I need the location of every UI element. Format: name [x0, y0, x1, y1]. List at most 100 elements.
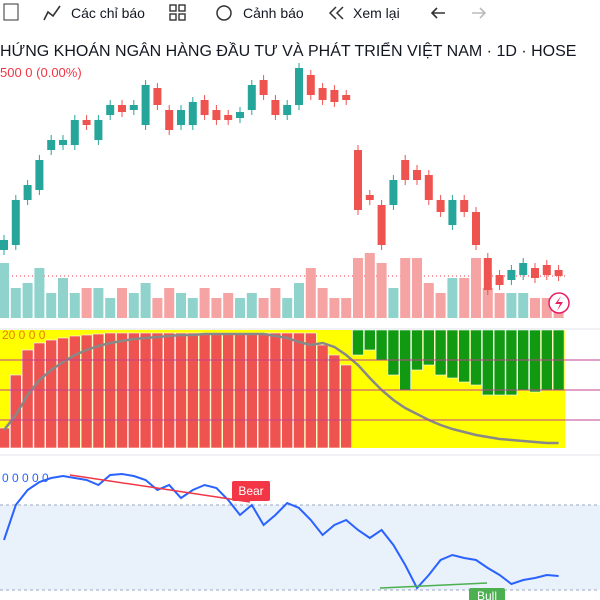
candle-body: [413, 170, 421, 180]
indicators-button[interactable]: Các chỉ báo: [71, 5, 145, 21]
volume-bar: [282, 298, 293, 318]
candle-body: [495, 275, 504, 285]
volume-bar: [10, 288, 21, 318]
replay-icon: [328, 6, 344, 20]
trend-bar: [10, 374, 22, 449]
trend-bar: [0, 427, 10, 449]
candle-body: [330, 90, 339, 102]
volume-bar: [258, 298, 269, 318]
candle-body: [129, 105, 138, 110]
volume-bar: [317, 288, 328, 318]
replay-button[interactable]: Xem lại: [353, 5, 400, 21]
candle-body: [141, 85, 150, 125]
alerts-button[interactable]: Cảnh báo: [243, 5, 304, 21]
volume-bar: [412, 258, 422, 318]
volume-bar: [423, 283, 434, 318]
trend-bar: [352, 329, 364, 356]
oscillator-line: [3, 472, 559, 590]
trend-bar: [422, 329, 435, 366]
icon: [3, 3, 19, 21]
candle-body: [271, 100, 280, 115]
bear-label: Bear: [238, 484, 263, 498]
volume-bar: [400, 258, 411, 318]
candle-body: [283, 105, 292, 115]
trend-bar: [69, 335, 81, 449]
trend-bar: [340, 364, 353, 449]
trend-bar: [458, 329, 471, 383]
trend-bar: [529, 329, 541, 393]
trend-bar: [434, 329, 447, 376]
candle-body: [224, 115, 233, 120]
candle-body: [424, 175, 433, 200]
volume-bar: [494, 293, 505, 318]
trend-line: [3, 332, 559, 445]
volume-bar: [46, 293, 57, 318]
candle-body: [0, 240, 8, 250]
layout-icon[interactable]: [169, 4, 186, 21]
candle-body: [306, 75, 315, 95]
trend-bar: [470, 329, 482, 386]
trend-bar: [45, 339, 58, 449]
candle-body: [448, 200, 457, 225]
candle-body: [200, 100, 209, 115]
lightning-icon: [555, 296, 563, 311]
volume-bar: [376, 263, 387, 318]
candle-body: [483, 258, 492, 290]
candle-body: [436, 200, 445, 212]
volume-bar: [105, 298, 116, 318]
candle-body: [11, 200, 20, 245]
candle-body: [259, 80, 268, 95]
trend-bar: [375, 329, 388, 361]
candle-body: [82, 120, 91, 125]
candle-body: [460, 200, 469, 212]
volume-bar: [246, 293, 257, 318]
volume-bar: [117, 288, 127, 318]
volume-bar: [199, 288, 210, 318]
trend-bar: [80, 334, 93, 449]
candle-body: [165, 110, 174, 130]
volume-bar: [187, 298, 198, 318]
trend-bar: [505, 329, 518, 396]
candle-body: [118, 105, 126, 112]
candle-body: [507, 270, 516, 280]
candle-body: [177, 110, 185, 125]
volume-bar: [128, 293, 139, 318]
bull-tag: [469, 588, 505, 600]
candle-body: [342, 95, 351, 100]
candle-body: [188, 102, 197, 125]
volume-bar: [530, 298, 540, 318]
trend-bar: [481, 329, 494, 396]
volume-bar: [22, 283, 33, 318]
candle-body: [35, 160, 44, 190]
candle-body: [295, 68, 303, 105]
volume-bar: [305, 268, 316, 318]
candle-body: [401, 160, 410, 180]
trend-bar: [411, 329, 423, 371]
volume-bar: [0, 263, 9, 318]
candle-body: [94, 120, 103, 140]
redo-button[interactable]: [472, 7, 487, 19]
trend-bar: [328, 354, 341, 449]
volume-bar: [34, 268, 45, 318]
trend-bar: [493, 329, 506, 396]
volume-bar: [506, 293, 517, 318]
volume-bar: [329, 298, 340, 318]
volume-bar: [81, 288, 92, 318]
volume-bar: [341, 298, 352, 318]
candle-body: [531, 268, 539, 278]
volume-bar: [176, 293, 186, 318]
candle-body: [354, 150, 362, 210]
volume-bar: [211, 298, 222, 318]
volume-bar: [270, 288, 281, 318]
candle-body: [318, 88, 327, 100]
trend-bar: [92, 333, 105, 449]
indicator-levels: [0, 359, 600, 421]
volume-bar: [364, 253, 375, 318]
volume-bar: [388, 288, 399, 318]
candle-body: [377, 205, 386, 245]
undo-button[interactable]: [430, 7, 445, 19]
quote: 500 0 (0.00%): [0, 65, 82, 80]
candle-body: [554, 270, 563, 276]
candle-body: [472, 212, 480, 245]
trend-bar: [446, 329, 459, 379]
